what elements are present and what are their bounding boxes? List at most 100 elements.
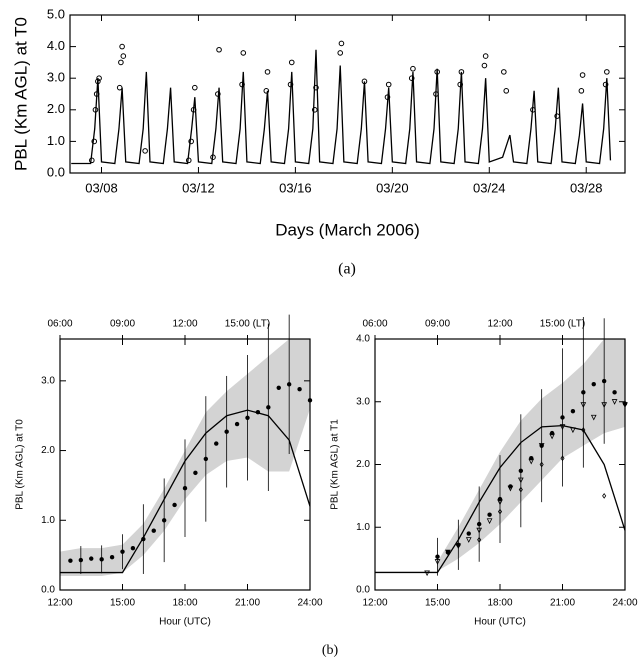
obs-dot bbox=[89, 556, 94, 561]
obs-dot bbox=[445, 550, 451, 555]
top-x-tick-label: 12:00 bbox=[487, 319, 512, 330]
obs-circle bbox=[530, 107, 536, 113]
obs-circle bbox=[311, 107, 318, 113]
x-axis-label: Hour (UTC) bbox=[159, 617, 211, 628]
x-tick-label: 21:00 bbox=[550, 598, 575, 609]
obs-dot bbox=[466, 531, 471, 536]
obs-circle bbox=[188, 138, 194, 145]
y-tick-label: 0.0 bbox=[47, 164, 65, 179]
obs-circle bbox=[579, 72, 586, 78]
obs-circle bbox=[361, 78, 368, 85]
obs-dot bbox=[529, 456, 534, 461]
x-axis-label: Hour (UTC) bbox=[474, 617, 526, 628]
obs-dot bbox=[172, 502, 177, 508]
y-tick-label: 0.0 bbox=[41, 585, 55, 596]
obs-circle bbox=[216, 46, 222, 53]
obs-triangle bbox=[424, 570, 430, 577]
obs-circle bbox=[210, 154, 216, 160]
x-tick-label: 03/24 bbox=[473, 180, 506, 195]
obs-dot bbox=[601, 378, 607, 384]
obs-dot bbox=[182, 486, 188, 491]
obs-dot bbox=[560, 415, 565, 420]
x-tick-label: 12:00 bbox=[362, 598, 387, 609]
obs-dot bbox=[549, 430, 555, 436]
x-tick-label: 03/08 bbox=[85, 180, 118, 195]
obs-circle bbox=[288, 59, 295, 66]
y-tick-label: 0.0 bbox=[356, 585, 370, 596]
obs-dot bbox=[68, 558, 73, 563]
y-tick-label: 1.0 bbox=[47, 133, 65, 148]
obs-circle bbox=[385, 81, 392, 88]
obs-circle bbox=[458, 69, 465, 75]
x-tick-label: 21:00 bbox=[235, 598, 260, 609]
obs-circle bbox=[95, 78, 101, 85]
obs-circle bbox=[120, 53, 127, 59]
x-tick-label: 03/16 bbox=[279, 180, 312, 195]
x-tick-label: 24:00 bbox=[612, 598, 637, 609]
y-tick-label: 1.0 bbox=[356, 522, 370, 533]
y-tick-label: 3.0 bbox=[41, 375, 55, 386]
obs-dot bbox=[255, 410, 261, 415]
obs-dot bbox=[161, 518, 167, 523]
obs-triangle bbox=[570, 427, 576, 434]
obs-triangle bbox=[590, 414, 597, 421]
obs-circle bbox=[89, 157, 95, 164]
y-tick-label: 4.0 bbox=[356, 334, 370, 345]
obs-diamond bbox=[602, 492, 607, 499]
obs-circle bbox=[337, 50, 344, 56]
obs-circle bbox=[92, 107, 99, 113]
x-tick-label: 03/20 bbox=[376, 180, 409, 195]
obs-dot bbox=[203, 456, 209, 462]
obs-circle bbox=[91, 138, 98, 145]
x-tick-label: 03/12 bbox=[182, 180, 215, 195]
obs-circle bbox=[263, 88, 270, 94]
y-tick-label: 2.0 bbox=[41, 445, 55, 456]
x-tick-label: 12:00 bbox=[47, 598, 72, 609]
obs-dot bbox=[151, 528, 156, 533]
top-x-tick-label: 06:00 bbox=[47, 319, 72, 330]
obs-dot bbox=[581, 390, 586, 395]
obs-circle bbox=[190, 107, 197, 113]
obs-dot bbox=[234, 421, 240, 427]
obs-dot bbox=[612, 390, 617, 395]
x-tick-label: 15:00 bbox=[110, 598, 135, 609]
obs-dot bbox=[539, 443, 544, 448]
obs-circle bbox=[239, 81, 245, 88]
model-line bbox=[71, 49, 612, 165]
obs-circle bbox=[578, 88, 585, 94]
obs-circle bbox=[482, 53, 489, 59]
obs-dot bbox=[286, 382, 292, 387]
obs-circle bbox=[215, 91, 221, 97]
obs-dot bbox=[497, 496, 503, 502]
obs-circle bbox=[287, 81, 294, 88]
obs-circle bbox=[434, 69, 440, 75]
obs-dot bbox=[487, 512, 492, 517]
obs-circle bbox=[338, 40, 345, 47]
obs-triangle bbox=[611, 399, 618, 405]
obs-circle bbox=[554, 113, 560, 119]
obs-dot bbox=[224, 429, 229, 434]
obs-circle bbox=[185, 157, 192, 164]
panel-caption: (a) bbox=[338, 261, 356, 278]
obs-circle bbox=[116, 84, 123, 91]
top-x-tick-label: 15:00 (LT) bbox=[540, 319, 585, 330]
top-x-tick-label: 09:00 bbox=[425, 319, 450, 330]
obs-circle bbox=[408, 75, 415, 81]
x-tick-label: 03/28 bbox=[570, 180, 603, 195]
obs-dot bbox=[120, 549, 125, 554]
obs-circle bbox=[313, 84, 319, 91]
x-tick-label: 18:00 bbox=[487, 598, 512, 609]
top-x-tick-label: 09:00 bbox=[110, 319, 135, 330]
obs-triangle bbox=[465, 537, 472, 543]
obs-dot bbox=[476, 521, 482, 527]
y-tick-label: 2.0 bbox=[356, 459, 370, 470]
obs-circle bbox=[384, 94, 391, 100]
obs-circle bbox=[503, 88, 510, 94]
obs-dot bbox=[78, 557, 84, 563]
obs-circle bbox=[240, 50, 247, 56]
top-x-tick-label: 06:00 bbox=[362, 319, 387, 330]
obs-dot bbox=[214, 441, 219, 446]
obs-dot bbox=[435, 554, 440, 559]
y-tick-label: 2.0 bbox=[47, 101, 65, 116]
